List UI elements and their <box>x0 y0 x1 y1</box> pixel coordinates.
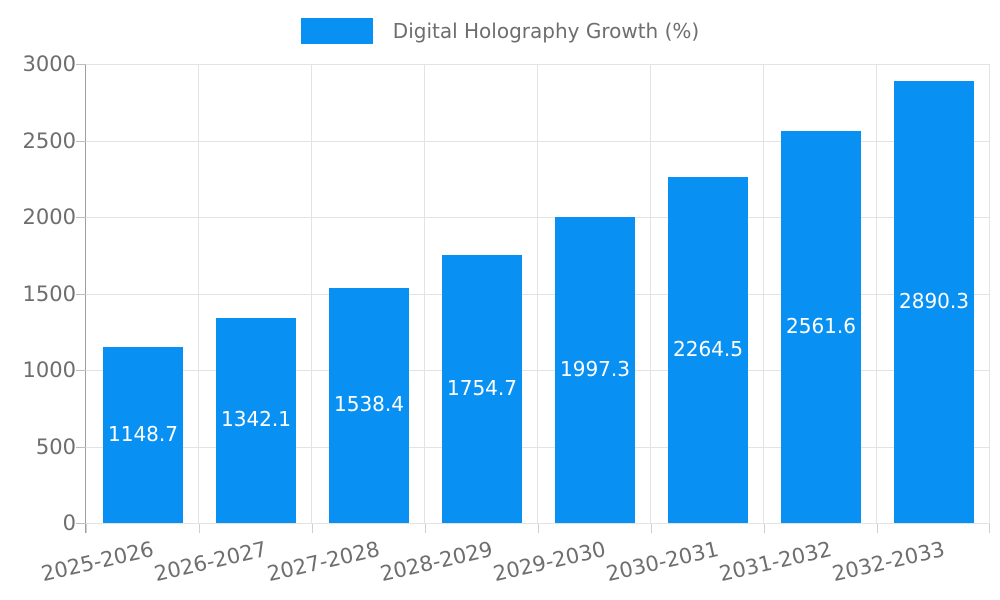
bar-value-label: 1538.4 <box>334 392 404 416</box>
y-axis-tick-label: 2500 <box>22 129 76 153</box>
y-axis-line <box>85 64 86 533</box>
gridline-vertical <box>650 64 651 523</box>
gridline-horizontal <box>86 141 990 142</box>
gridline-horizontal <box>86 370 990 371</box>
bar[interactable] <box>668 177 748 523</box>
gridline-vertical <box>989 64 990 523</box>
y-axis-tick <box>76 447 86 448</box>
gridline-vertical <box>876 64 877 523</box>
y-axis-tick-label: 500 <box>35 435 76 459</box>
y-axis-tick-label: 3000 <box>22 52 76 76</box>
x-axis-tick <box>86 523 87 533</box>
gridline-vertical <box>763 64 764 523</box>
x-axis-tick <box>312 523 313 533</box>
y-axis-tick <box>76 294 86 295</box>
x-axis-tick-label: 2026-2027 <box>151 537 269 587</box>
x-axis-tick-label: 2025-2026 <box>38 537 156 587</box>
y-axis-tick-label: 2000 <box>22 205 76 229</box>
gridline-horizontal <box>86 64 990 65</box>
bar-value-label: 1754.7 <box>447 376 517 400</box>
plot-area: 1148.7 1342.1 1538.4 1754.7 1997.3 2264.5 2561… <box>86 64 990 524</box>
y-axis-tick <box>76 64 86 65</box>
x-axis-tick <box>877 523 878 533</box>
bar[interactable] <box>781 131 861 523</box>
y-axis-tick-label: 0 <box>62 511 76 535</box>
y-axis-tick <box>76 370 86 371</box>
x-axis-tick-label: 2031-2032 <box>716 537 834 587</box>
y-axis-tick-label: 1000 <box>22 358 76 382</box>
x-axis-tick-label: 2027-2028 <box>264 537 382 587</box>
bar-value-label: 1148.7 <box>108 422 178 446</box>
x-axis-tick-label: 2032-2033 <box>829 537 947 587</box>
x-axis-tick <box>538 523 539 533</box>
bar[interactable] <box>329 288 409 523</box>
x-axis-tick <box>989 523 990 533</box>
bar[interactable] <box>555 217 635 523</box>
gridline-horizontal <box>86 447 990 448</box>
x-axis-tick <box>651 523 652 533</box>
gridline-vertical <box>424 64 425 523</box>
x-axis-tick <box>199 523 200 533</box>
bar[interactable] <box>442 255 522 523</box>
gridline-horizontal <box>86 217 990 218</box>
bar-value-label: 2561.6 <box>786 314 856 338</box>
chart-legend: Digital Holography Growth (%) <box>0 18 1000 44</box>
bar-value-label: 1342.1 <box>221 407 291 431</box>
y-axis-tick <box>76 523 86 524</box>
gridline-vertical <box>311 64 312 523</box>
bar-value-label: 1997.3 <box>560 357 630 381</box>
bar[interactable] <box>103 347 183 523</box>
bar-value-label: 2890.3 <box>899 289 969 313</box>
x-axis-tick-label: 2029-2030 <box>490 537 608 587</box>
bar-value-label: 2264.5 <box>673 337 743 361</box>
x-axis-tick <box>764 523 765 533</box>
bar[interactable] <box>216 318 296 523</box>
legend-swatch[interactable] <box>300 18 373 44</box>
gridline-vertical <box>198 64 199 523</box>
x-axis-tick <box>425 523 426 533</box>
gridline-vertical <box>537 64 538 523</box>
gridline-horizontal <box>86 523 990 524</box>
y-axis-tick-label: 1500 <box>22 282 76 306</box>
gridline-horizontal <box>86 294 990 295</box>
legend-label[interactable]: Digital Holography Growth (%) <box>392 19 700 43</box>
x-axis-tick-label: 2028-2029 <box>377 537 495 587</box>
bar[interactable] <box>894 81 974 523</box>
y-axis-tick <box>76 141 86 142</box>
y-axis-tick <box>76 217 86 218</box>
x-axis-tick-label: 2030-2031 <box>603 537 721 587</box>
